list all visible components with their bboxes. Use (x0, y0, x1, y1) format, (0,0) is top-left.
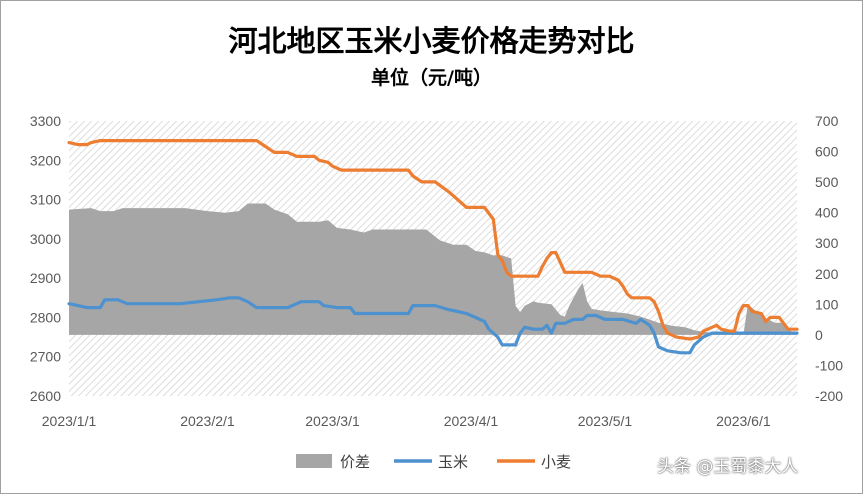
y-right-tick-label: 600 (815, 144, 839, 160)
y-right-tick-label: 400 (815, 205, 839, 221)
legend-label: 玉米 (438, 453, 468, 471)
x-axis: 2023/1/1 2023/2/1 2023/3/1 2023/4/1 2023/5/1… (42, 413, 771, 429)
y-left-tick-label: 2800 (30, 309, 61, 325)
legend-label: 价差 (340, 453, 370, 471)
y-left-tick-label: 3100 (30, 192, 61, 208)
y-right-tick-label: -200 (815, 388, 843, 404)
legend-swatch (296, 454, 332, 468)
y-left-tick-label: 3000 (30, 231, 61, 247)
watermark-text: 头条 @玉蜀黍大人 (657, 457, 799, 477)
y-right-tick-label: 300 (815, 235, 839, 251)
series-layer (67, 139, 799, 355)
y-left-tick-label: 2600 (30, 388, 61, 404)
y-right-tick-label: 500 (815, 174, 839, 190)
chart-subtitle: 单位（元/吨） (371, 67, 492, 89)
legend-item-price-spread: 价差 (296, 453, 370, 471)
y-left-tick-label: 3300 (30, 113, 61, 129)
legend: 价差 玉米 小麦 (296, 453, 571, 471)
legend-item-corn: 玉米 (394, 453, 468, 471)
x-tick-label: 2023/6/1 (716, 413, 771, 429)
y-left-tick-label: 3200 (30, 152, 61, 168)
series-line-wheat (67, 139, 799, 341)
y-left-tick-label: 2900 (30, 270, 61, 286)
y-right-tick-label: 700 (815, 113, 839, 129)
y-right-tick-label: -100 (815, 357, 843, 373)
y-right-axis: -200 -100 0 100 200 300 400 500 600 700 (815, 113, 843, 404)
x-tick-label: 2023/1/1 (42, 413, 97, 429)
legend-label: 小麦 (541, 453, 571, 471)
y-left-tick-label: 2700 (30, 349, 61, 365)
x-tick-label: 2023/5/1 (578, 413, 633, 429)
y-left-axis: 2600 2700 2800 2900 3000 3100 3200 3300 (30, 113, 61, 404)
y-right-tick-label: 0 (815, 327, 823, 343)
chart-title: 河北地区玉米小麦价格走势对比 (228, 24, 635, 58)
y-right-tick-label: 100 (815, 296, 839, 312)
series-line-corn (67, 296, 799, 355)
x-tick-label: 2023/3/1 (305, 413, 360, 429)
x-tick-label: 2023/2/1 (180, 413, 235, 429)
x-tick-label: 2023/4/1 (444, 413, 499, 429)
legend-item-wheat: 小麦 (497, 453, 571, 471)
y-right-tick-label: 200 (815, 266, 839, 282)
